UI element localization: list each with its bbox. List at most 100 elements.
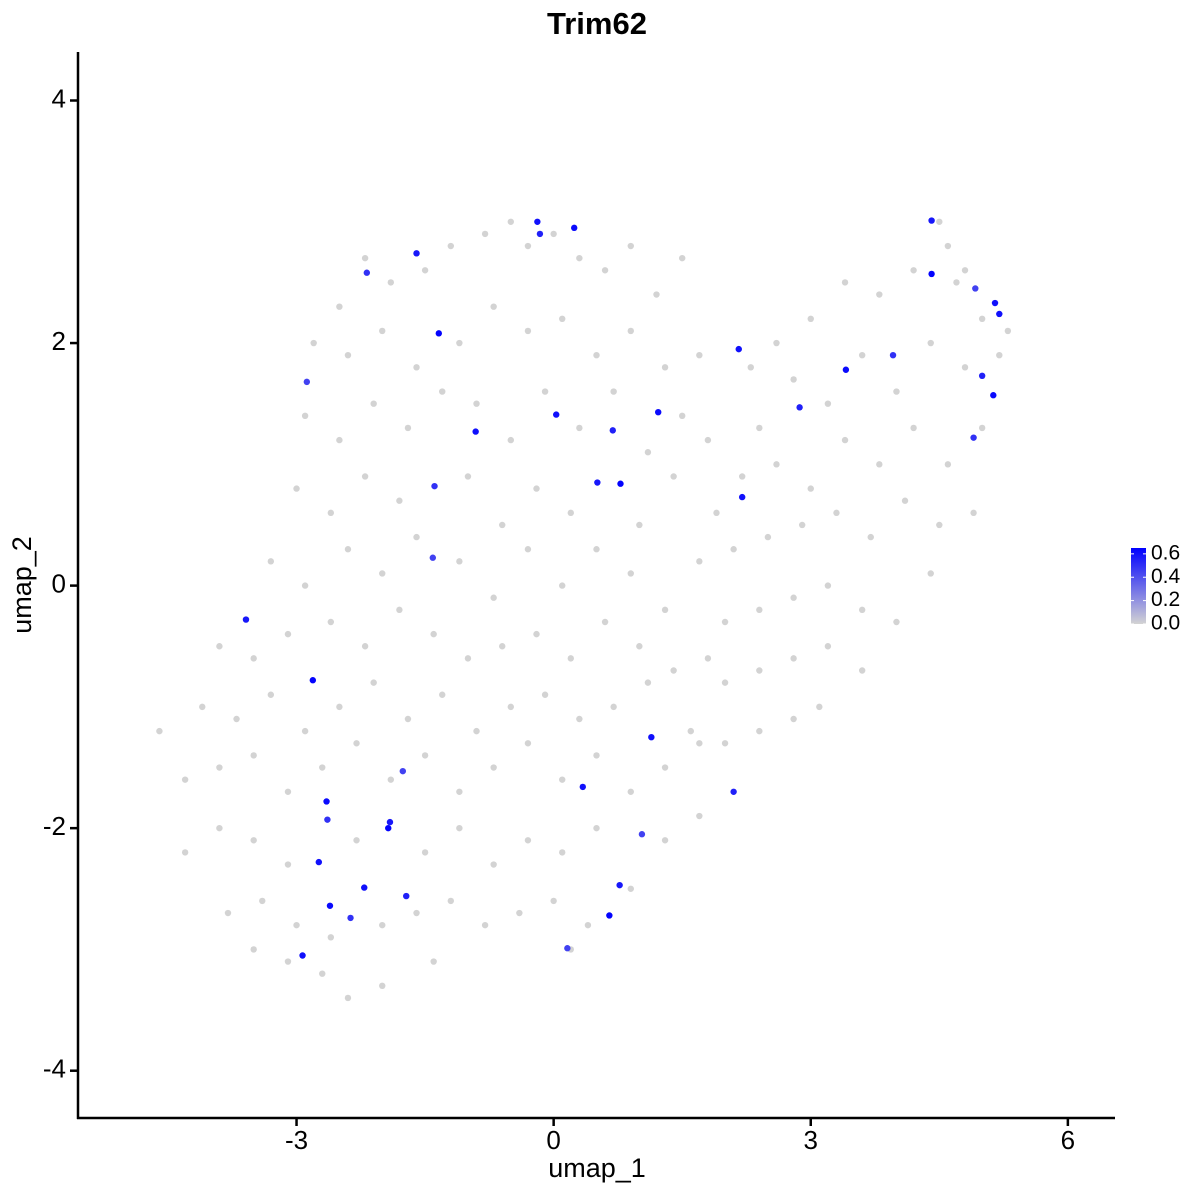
point bbox=[323, 798, 330, 805]
point bbox=[429, 554, 437, 561]
point bbox=[181, 776, 189, 783]
point bbox=[224, 909, 232, 917]
point bbox=[927, 339, 934, 347]
point bbox=[216, 643, 223, 650]
point bbox=[609, 427, 616, 434]
point bbox=[216, 824, 223, 832]
point bbox=[299, 952, 306, 959]
point bbox=[490, 861, 497, 868]
point bbox=[533, 485, 540, 492]
point bbox=[456, 824, 463, 832]
point bbox=[593, 824, 600, 832]
point bbox=[978, 372, 986, 380]
point bbox=[833, 509, 840, 517]
y-tick-label: -2 bbox=[43, 811, 66, 841]
point bbox=[396, 497, 403, 504]
point bbox=[670, 473, 677, 480]
point bbox=[901, 497, 909, 504]
point bbox=[978, 315, 986, 323]
point bbox=[961, 364, 969, 371]
point bbox=[593, 351, 600, 359]
point bbox=[284, 861, 292, 868]
point bbox=[456, 558, 463, 565]
point bbox=[541, 691, 549, 698]
point bbox=[764, 533, 772, 541]
point bbox=[636, 643, 643, 650]
point bbox=[303, 378, 311, 386]
point bbox=[456, 788, 463, 795]
point bbox=[610, 703, 617, 711]
point bbox=[928, 217, 935, 224]
point bbox=[627, 327, 634, 335]
point bbox=[439, 388, 446, 395]
point bbox=[327, 509, 335, 517]
point bbox=[696, 558, 703, 565]
point bbox=[310, 339, 317, 347]
point bbox=[738, 473, 746, 480]
point bbox=[534, 218, 541, 225]
x-tick-label: 3 bbox=[804, 1125, 818, 1155]
point bbox=[644, 449, 652, 456]
point bbox=[344, 546, 352, 553]
point bbox=[944, 242, 952, 250]
point bbox=[431, 482, 438, 490]
point bbox=[747, 364, 754, 371]
point bbox=[403, 892, 410, 900]
point bbox=[284, 630, 292, 638]
point bbox=[559, 315, 566, 323]
point bbox=[386, 818, 394, 826]
point bbox=[796, 404, 803, 411]
point bbox=[309, 677, 317, 684]
point bbox=[889, 351, 897, 359]
point bbox=[536, 230, 544, 238]
point bbox=[430, 958, 437, 965]
point bbox=[361, 473, 369, 480]
point bbox=[242, 616, 250, 623]
point bbox=[653, 291, 660, 298]
point bbox=[567, 655, 574, 662]
point bbox=[627, 788, 634, 795]
point bbox=[199, 703, 206, 711]
point bbox=[250, 655, 257, 662]
point bbox=[961, 267, 969, 274]
point bbox=[936, 521, 943, 529]
point bbox=[756, 424, 763, 432]
point bbox=[661, 837, 669, 844]
point bbox=[524, 546, 532, 553]
x-tick-label: 0 bbox=[546, 1125, 560, 1155]
point bbox=[156, 727, 163, 735]
point bbox=[541, 388, 549, 395]
point bbox=[250, 752, 257, 759]
point bbox=[353, 740, 360, 747]
point bbox=[524, 242, 532, 250]
point bbox=[990, 392, 997, 399]
point bbox=[910, 424, 917, 432]
point bbox=[867, 533, 874, 541]
point bbox=[447, 242, 455, 250]
point bbox=[790, 655, 797, 662]
point bbox=[1004, 327, 1012, 335]
point bbox=[404, 715, 412, 723]
point bbox=[584, 921, 592, 929]
point bbox=[661, 364, 669, 371]
point bbox=[928, 270, 935, 278]
point bbox=[490, 764, 497, 771]
point bbox=[421, 849, 429, 856]
point bbox=[798, 521, 806, 529]
point bbox=[601, 618, 609, 626]
point bbox=[430, 630, 437, 638]
point bbox=[773, 461, 780, 468]
point bbox=[336, 303, 343, 310]
point bbox=[841, 436, 849, 444]
point bbox=[721, 740, 729, 747]
point bbox=[790, 715, 797, 723]
point bbox=[790, 594, 797, 601]
point bbox=[181, 849, 189, 856]
point bbox=[991, 299, 999, 307]
point bbox=[499, 521, 506, 529]
point bbox=[481, 921, 489, 929]
point bbox=[379, 982, 386, 990]
point bbox=[327, 618, 335, 626]
point bbox=[387, 279, 395, 286]
